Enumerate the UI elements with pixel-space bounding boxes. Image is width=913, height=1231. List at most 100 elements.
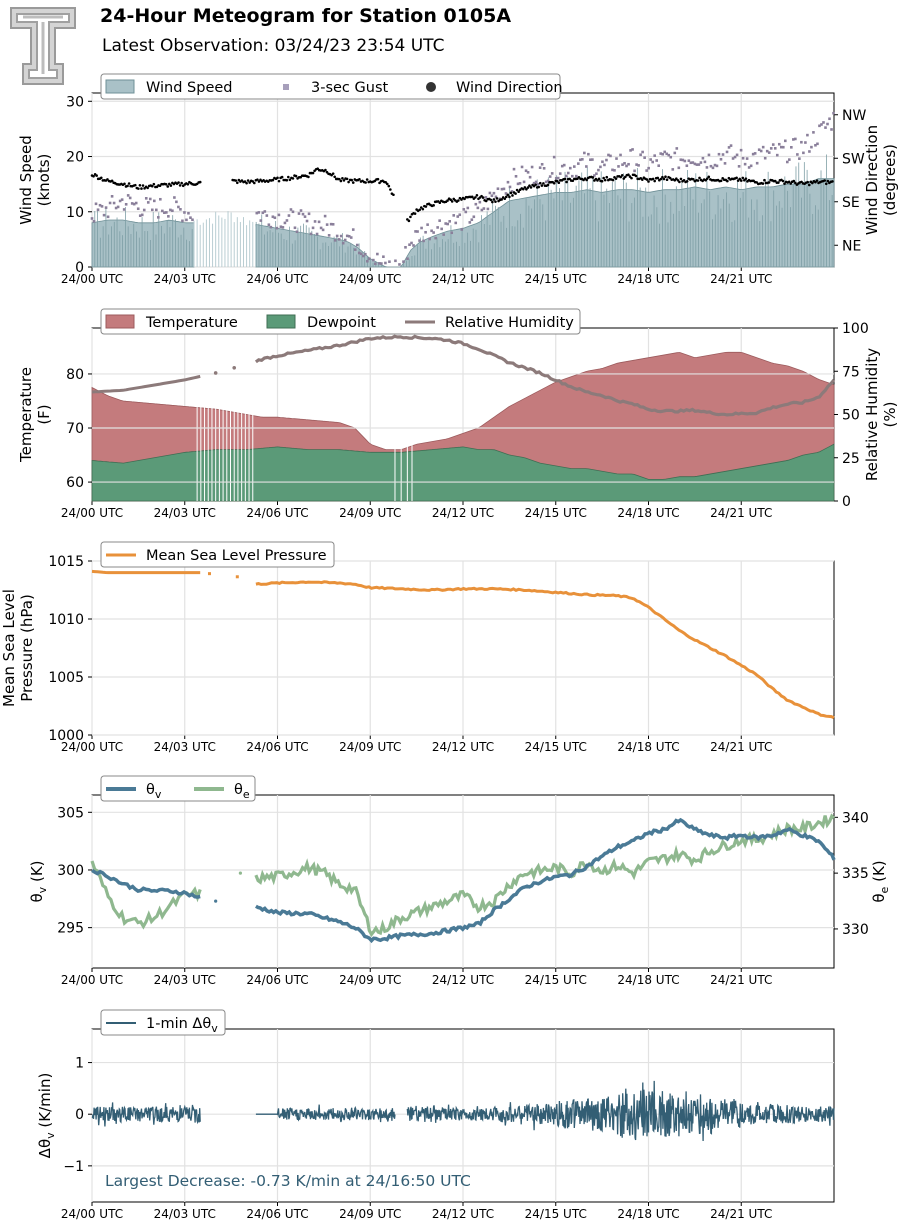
gust-point xyxy=(319,226,323,230)
legend-label: Relative Humidity xyxy=(445,315,574,331)
wind-speed-area xyxy=(255,178,835,268)
gust-point xyxy=(102,213,106,217)
chart-title: 24-Hour Meteogram for Station 0105A xyxy=(100,5,512,27)
y2-tick-label: 75 xyxy=(842,364,860,380)
gust-point xyxy=(406,257,409,260)
wind-direction-point xyxy=(481,196,485,199)
gust-point xyxy=(394,259,397,263)
gust-point xyxy=(800,140,803,144)
gust-point xyxy=(450,231,454,235)
gust-point xyxy=(683,159,687,163)
y-tick-label: 0 xyxy=(75,260,84,276)
wind-direction-point xyxy=(792,179,796,183)
gust-point xyxy=(715,164,719,168)
gust-point xyxy=(709,164,713,168)
y-tick-label: 305 xyxy=(57,805,84,821)
wind-direction-point xyxy=(376,177,380,181)
legend-swatch xyxy=(105,314,135,329)
gust-point xyxy=(444,222,447,225)
y-tick-label: 70 xyxy=(66,421,84,437)
wind-direction-point xyxy=(504,195,508,199)
wind-direction-point xyxy=(634,174,638,178)
gust-point xyxy=(398,263,401,266)
wind-direction-point xyxy=(761,182,765,185)
gust-point xyxy=(428,237,431,241)
gust-point xyxy=(685,164,689,168)
y2-tick-label: 100 xyxy=(842,321,869,337)
y2-tick-label: 25 xyxy=(842,451,860,467)
wind-direction-point xyxy=(384,181,388,184)
x-tick-label: 24/00 UTC xyxy=(61,1207,123,1221)
wind-direction-point xyxy=(180,181,183,185)
gust-point xyxy=(711,166,715,170)
relative-humidity-line xyxy=(254,334,836,417)
gust-point xyxy=(510,190,514,193)
gust-point xyxy=(412,244,415,247)
gust-point xyxy=(512,167,516,171)
gust-point xyxy=(542,167,546,170)
wind-direction-point xyxy=(137,187,140,190)
gust-point xyxy=(303,215,307,218)
gust-point xyxy=(681,158,685,162)
y2-axis-label: Wind Direction (degrees) xyxy=(863,125,899,235)
gust-point xyxy=(359,252,363,256)
wind-direction-point xyxy=(620,174,624,177)
gust-point xyxy=(191,218,194,222)
x-tick-label: 24/03 UTC xyxy=(154,272,216,286)
wind-direction-point xyxy=(392,193,395,197)
gust-point xyxy=(116,205,120,209)
gust-point xyxy=(504,192,508,195)
gust-point xyxy=(540,162,544,166)
x-tick-label: 24/00 UTC xyxy=(61,740,123,754)
wind-direction-point xyxy=(619,175,622,179)
wind-direction-point xyxy=(602,176,605,180)
gust-point xyxy=(357,251,361,255)
theta-v-line xyxy=(255,817,836,944)
gust-point xyxy=(786,160,789,164)
x-tick-label: 24/18 UTC xyxy=(617,973,679,987)
wind-direction-point xyxy=(744,177,748,180)
gust-point xyxy=(558,172,562,175)
gust-point xyxy=(804,141,807,144)
x-tick-label: 24/18 UTC xyxy=(617,506,679,520)
y-axis-label: Mean Sea Level Pressure (hPa) xyxy=(0,589,36,707)
wind-direction-point xyxy=(438,201,442,204)
gust-point xyxy=(100,205,104,208)
x-tick-label: 24/06 UTC xyxy=(246,740,308,754)
gust-point xyxy=(422,239,425,243)
gust-point xyxy=(775,153,779,157)
gust-point xyxy=(611,168,614,172)
gust-point xyxy=(353,248,357,251)
delta-theta-line xyxy=(406,1080,835,1142)
gust-point xyxy=(824,126,827,129)
gust-point xyxy=(665,152,669,156)
legend-label: Dewpoint xyxy=(307,315,376,331)
y-tick-label: 1000 xyxy=(48,728,84,744)
wind-direction-point xyxy=(106,178,109,181)
wind-direction-point xyxy=(491,200,494,204)
wind-direction-point xyxy=(95,174,98,177)
gust-point xyxy=(355,243,359,247)
gust-point xyxy=(161,209,164,213)
wind-direction-point xyxy=(253,181,256,185)
gust-point xyxy=(506,180,510,184)
gust-point xyxy=(327,234,331,237)
wind-direction-point xyxy=(110,179,114,183)
gust-point xyxy=(701,156,705,160)
gust-point xyxy=(745,157,749,160)
gust-point xyxy=(90,217,94,220)
legend-swatch xyxy=(266,314,296,329)
x-tick-label: 24/12 UTC xyxy=(432,506,494,520)
gust-point xyxy=(464,210,468,214)
gust-point xyxy=(426,223,429,226)
wind-direction-point xyxy=(515,188,519,192)
gust-point xyxy=(361,254,365,258)
gust-point xyxy=(189,216,192,219)
y2-axis-label-line: (%) xyxy=(881,402,899,428)
gust-point xyxy=(514,174,518,178)
wind-direction-point xyxy=(140,187,143,190)
wind-direction-point xyxy=(489,198,493,202)
gust-point xyxy=(779,145,783,149)
wind-direction-point xyxy=(342,179,346,182)
x-tick-label: 24/06 UTC xyxy=(246,506,308,520)
